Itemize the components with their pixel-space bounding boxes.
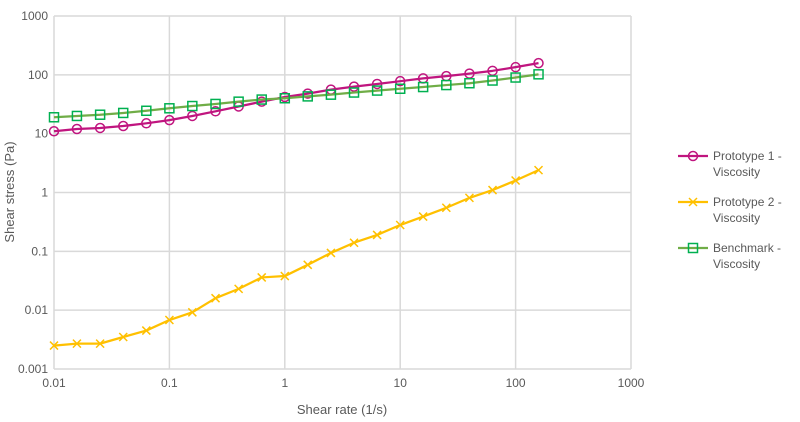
legend-label: Viscosity [713,211,760,225]
data-point [210,98,221,110]
x-tick-label: 1000 [618,376,645,390]
data-point [71,110,83,122]
data-point [372,230,382,240]
data-point [164,315,174,325]
y-tick-label: 0.01 [25,303,49,317]
x-tick-label: 100 [506,376,526,390]
data-point [326,248,336,258]
legend-label: Benchmark - [713,241,781,255]
series-group [48,57,544,351]
y-tick-label: 1000 [21,9,48,23]
data-point [348,81,360,92]
data-point [234,284,244,294]
series-3 [48,69,544,123]
data-point [418,212,428,222]
data-point [510,61,521,73]
data-point [233,96,244,107]
data-point [141,118,152,129]
data-point [464,77,475,89]
data-point [394,83,406,95]
data-point [395,220,405,230]
data-point [117,107,129,119]
data-point [510,72,521,83]
data-point [187,110,198,122]
x-tick-label: 1 [281,376,288,390]
data-point [533,69,544,80]
data-point [349,238,359,248]
x-tick-label: 0.01 [42,376,66,390]
data-point [48,125,60,137]
data-point [303,260,313,270]
y-tick-label: 0.1 [31,244,48,258]
data-point [117,120,129,132]
data-point [280,271,290,281]
data-point [257,272,267,282]
data-point [371,85,383,96]
x-tick-label: 0.1 [161,376,178,390]
legend-label: Viscosity [713,165,760,179]
data-point [187,307,197,317]
series-line [53,73,539,119]
legend-marker-icon [687,242,699,254]
data-point [441,203,451,213]
data-point [94,122,106,134]
series-line [53,62,539,133]
data-point [71,123,83,135]
data-point [187,100,198,112]
data-point [464,193,474,203]
data-point [325,89,337,100]
y-tick-label: 1 [41,186,48,200]
legend-label: Prototype 1 - [713,149,782,163]
data-point [141,326,151,336]
y-tick-label: 10 [35,127,49,141]
data-point [533,165,544,175]
data-point [441,79,452,91]
data-point [533,57,544,69]
data-point [210,293,221,303]
legend: Prototype 1 - Viscosity Prototype 2 - Visco… [678,149,782,271]
data-point [48,112,60,123]
legend-item: Prototype 2 - Viscosity [678,195,782,225]
data-point [394,75,406,87]
legend-marker-icon [688,197,698,207]
data-point [164,103,175,114]
x-tick-label: 10 [394,376,408,390]
legend-item: Benchmark - Viscosity [678,241,781,271]
data-point [95,339,105,349]
legend-item: Prototype 1 - Viscosity [678,149,782,179]
x-axis-label: Shear rate (1/s) [297,402,387,417]
data-point [94,109,106,120]
series-2 [49,165,544,351]
data-point [371,78,383,90]
data-point [302,91,313,102]
y-axis-label: Shear stress (Pa) [2,141,17,242]
data-point [487,185,498,195]
legend-label: Prototype 2 - [713,195,782,209]
legend-label: Viscosity [713,257,760,271]
legend-marker-icon [687,150,699,162]
data-point [141,105,152,117]
data-point [417,81,429,93]
data-point [511,175,521,186]
y-tick-label: 0.001 [18,362,48,376]
series-line [53,169,539,347]
data-point [164,114,175,126]
data-point [210,106,221,117]
gridlines [53,15,632,370]
data-point [49,341,59,351]
data-point [487,75,498,86]
y-tick-label: 100 [28,68,48,82]
data-point [72,339,82,349]
data-point [118,332,128,342]
data-point [348,87,360,98]
data-point [256,94,267,105]
data-point [279,92,291,104]
